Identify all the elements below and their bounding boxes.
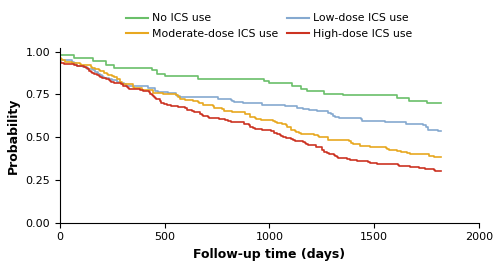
Legend: No ICS use, Moderate-dose ICS use, Low-dose ICS use, High-dose ICS use: No ICS use, Moderate-dose ICS use, Low-d… xyxy=(124,11,414,41)
X-axis label: Follow-up time (days): Follow-up time (days) xyxy=(194,248,346,261)
Y-axis label: Probability: Probability xyxy=(7,97,20,174)
